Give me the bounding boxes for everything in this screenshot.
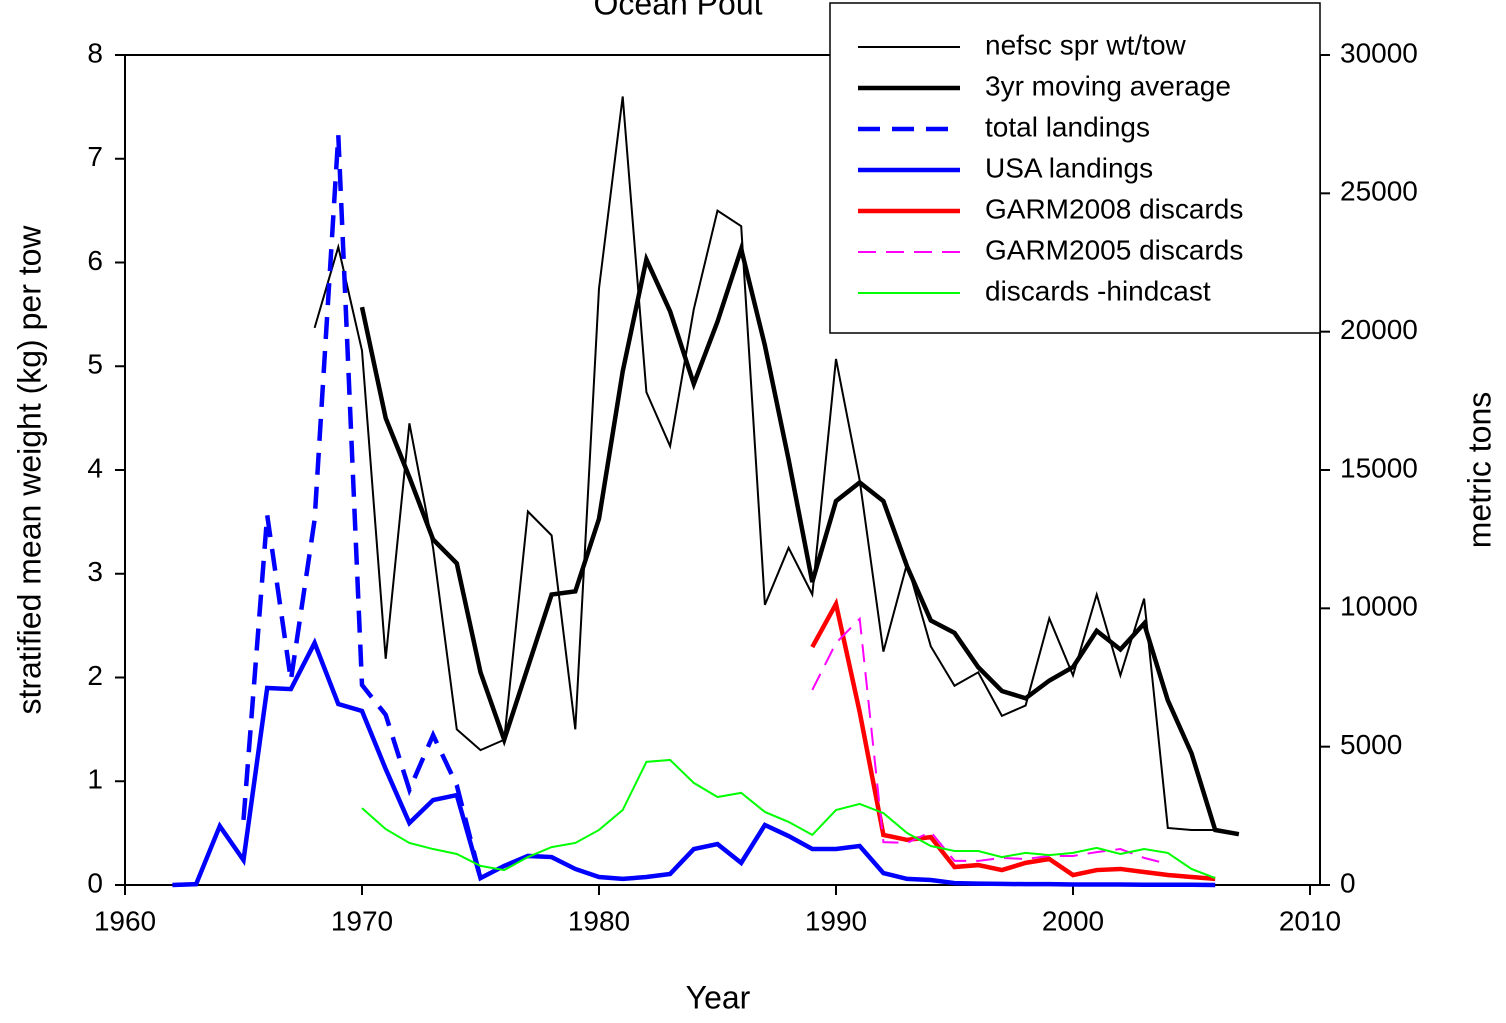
y-tick-label: 6 [87,245,103,276]
x-tick-label: 1960 [94,905,156,936]
y-axis-label: stratified mean weight (kg) per tow [11,225,47,715]
y2-tick-label: 25000 [1340,176,1418,207]
y-tick-label: 0 [87,867,103,898]
series-line [811,616,1169,865]
y-tick-label: 1 [87,764,103,795]
y2-tick-label: 15000 [1340,452,1418,483]
x-tick-label: 2000 [1042,905,1104,936]
y2-tick-label: 5000 [1340,729,1402,760]
series-line [359,240,1240,837]
y-tick-label: 7 [87,141,103,172]
legend-label: GARM2008 discards [985,193,1243,224]
legend-label: 3yr moving average [985,70,1231,101]
y-tick-label: 5 [87,349,103,380]
legend-label: GARM2005 discards [985,234,1243,265]
chart-title: Ocean Pout [594,0,763,21]
x-tick-label: 2010 [1279,905,1341,936]
x-axis-label: Year [686,979,751,1015]
x-tick-label: 1970 [331,905,393,936]
y-tick-label: 2 [87,660,103,691]
y2-tick-label: 0 [1340,867,1356,898]
y2-tick-label: 10000 [1340,591,1418,622]
x-tick-label: 1990 [805,905,867,936]
y-tick-label: 4 [87,452,103,483]
series-line [361,758,1216,880]
series-line [241,135,483,879]
x-tick-label: 1980 [568,905,630,936]
series-line [810,597,1216,882]
y2-tick-label: 20000 [1340,314,1418,345]
legend-label: nefsc spr wt/tow [985,29,1187,60]
y2-tick-label: 30000 [1340,37,1418,68]
legend-label: discards -hindcast [985,275,1211,306]
series-line [172,637,1216,888]
y2-axis-label: metric tons [1461,392,1497,548]
y-tick-label: 8 [87,37,103,68]
series-line [313,96,1240,835]
y-tick-label: 3 [87,556,103,587]
legend-label: USA landings [985,152,1153,183]
legend-label: total landings [985,111,1150,142]
